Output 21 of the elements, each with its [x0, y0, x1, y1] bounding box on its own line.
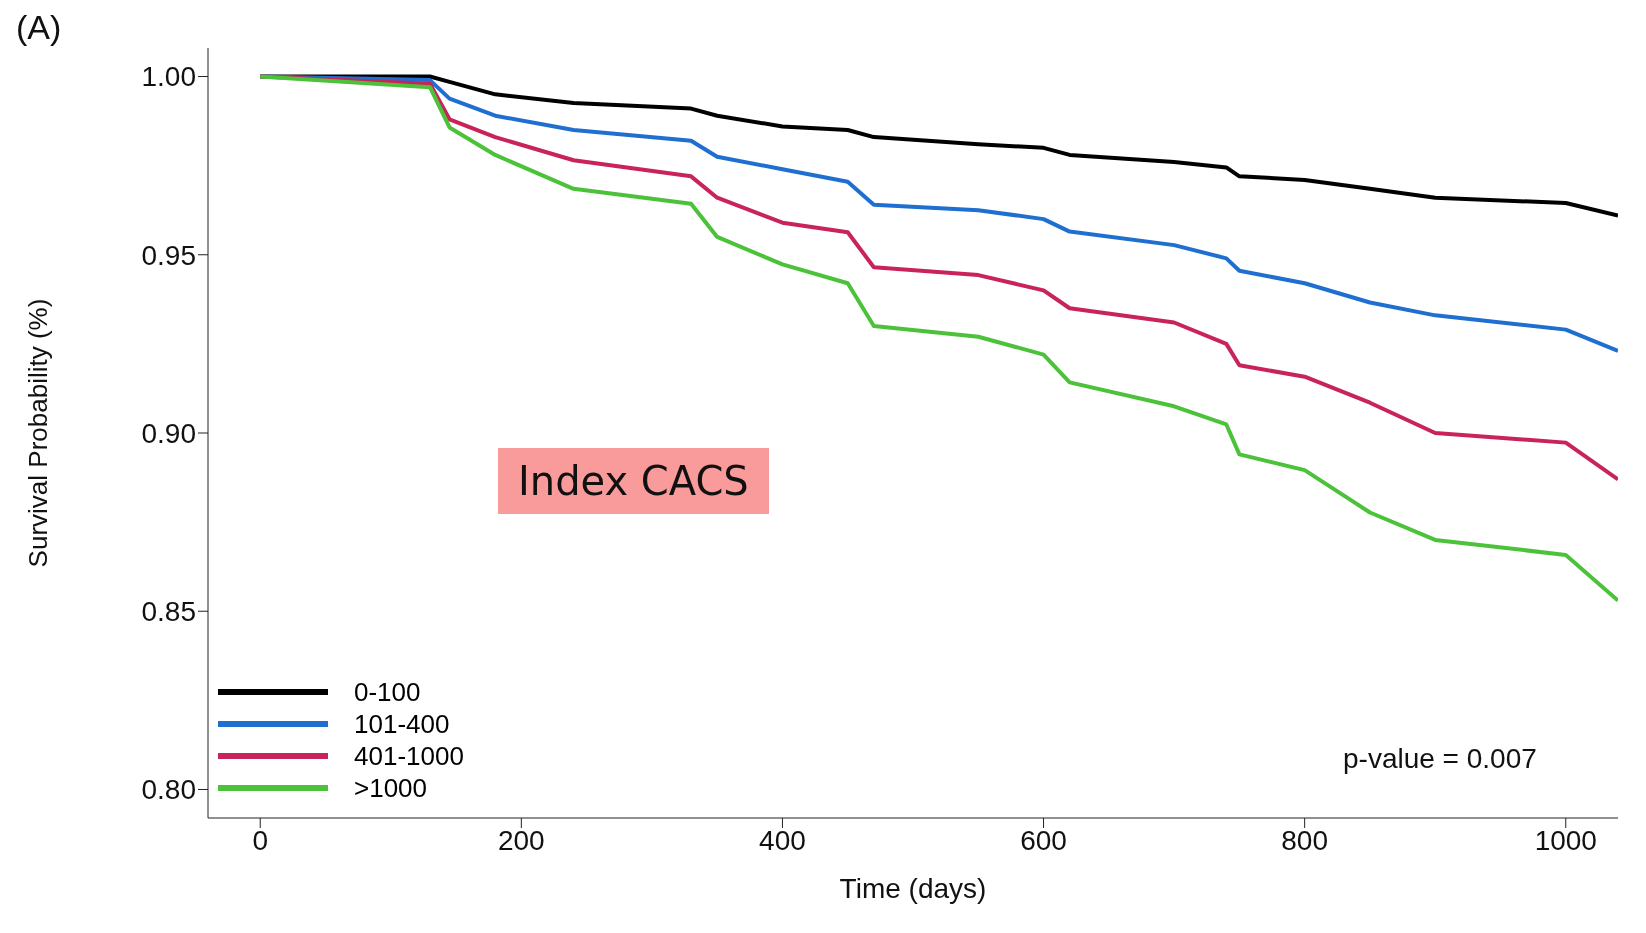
y-tick-label: 0.80: [141, 774, 196, 806]
legend-label: 401-1000: [354, 740, 464, 772]
y-tick-label: 0.85: [141, 596, 196, 628]
x-tick-label: 400: [759, 824, 806, 856]
x-tick-label: 200: [497, 824, 545, 856]
y-tick-label: 0.90: [141, 417, 196, 449]
y-axis-title: Survival Probability (%): [23, 298, 54, 568]
legend-label: 0-100: [354, 676, 421, 708]
y-tick-label: 0.95: [141, 239, 196, 271]
x-tick-label: 800: [1281, 824, 1329, 856]
legend-label: 101-400: [354, 708, 450, 740]
annotation: Index CACS: [498, 448, 769, 514]
x-tick-label: 1000: [1534, 824, 1597, 856]
line-series: [258, 74, 1618, 603]
y-tick-label: 1.00: [141, 61, 196, 93]
x-tick-label: 600: [1020, 824, 1067, 856]
legend-label: >1000: [354, 772, 428, 804]
x-axis-title: Time (days): [839, 873, 987, 904]
x-tick-label: 0: [252, 824, 269, 856]
text: (A): [16, 8, 62, 47]
annotation: p-value = 0.007: [1343, 743, 1537, 775]
